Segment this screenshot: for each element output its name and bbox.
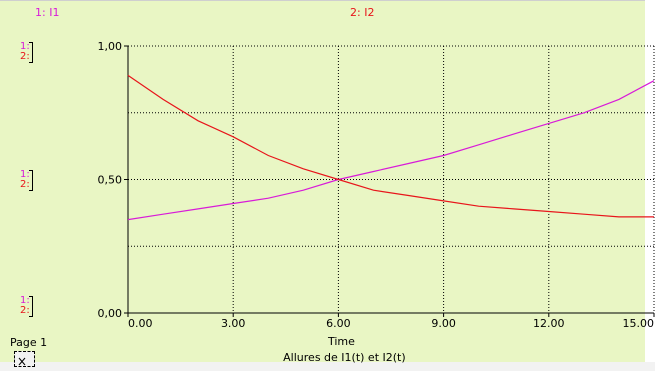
- page-label[interactable]: Page 1: [10, 336, 48, 349]
- y-tick-label: 1,00: [98, 40, 123, 53]
- x-axis-label: Time: [327, 335, 355, 348]
- scale-marker-top: 1: 2:: [20, 41, 34, 63]
- label-layer: 0,00 0,50 1,00 0.00 3.00 6.00 9.00 12.00 15.00: [98, 40, 655, 330]
- grid-layer: [128, 45, 655, 313]
- series-line-i1: [127, 80, 655, 221]
- axis-layer: [124, 45, 655, 317]
- page-corner-icon[interactable]: [14, 351, 35, 367]
- series-line-i2: [127, 74, 654, 218]
- legend-series-1[interactable]: 1: I1: [35, 6, 60, 19]
- scale-marker-middle-series-1: 1:: [20, 169, 30, 180]
- scale-bracket-icon: [29, 170, 33, 191]
- scale-marker-middle-series-2: 2:: [20, 179, 30, 190]
- x-tick-label: 6.00: [326, 317, 351, 330]
- scale-marker-top-series-1: 1:: [20, 41, 30, 52]
- scale-bracket-icon: [29, 42, 33, 63]
- scale-marker-bottom-series-1: 1:: [20, 295, 30, 306]
- scale-marker-top-series-2: 2:: [20, 51, 30, 62]
- top-border: [0, 0, 655, 1]
- x-tick-label: 3.00: [221, 317, 246, 330]
- scale-marker-bottom-series-2: 2:: [20, 305, 30, 316]
- x-tick-label: 0.00: [128, 317, 153, 330]
- x-tick-label: 9.00: [431, 317, 456, 330]
- scale-bracket-icon: [29, 296, 33, 317]
- series-layer: [127, 74, 655, 221]
- y-tick-label: 0,50: [98, 174, 123, 187]
- scale-marker-bottom: 1: 2:: [20, 295, 34, 317]
- scale-marker-middle: 1: 2:: [20, 169, 34, 191]
- x-tick-label: 15.00: [623, 317, 655, 330]
- page-corner-glyph: [18, 357, 26, 366]
- right-edge: [645, 0, 655, 371]
- legend-series-2[interactable]: 2: I2: [350, 6, 375, 19]
- bottom-edge: [0, 362, 655, 371]
- x-tick-label: 12.00: [533, 317, 565, 330]
- y-tick-label: 0,00: [98, 307, 123, 320]
- chart-title: Allures de I1(t) et I2(t): [283, 351, 405, 364]
